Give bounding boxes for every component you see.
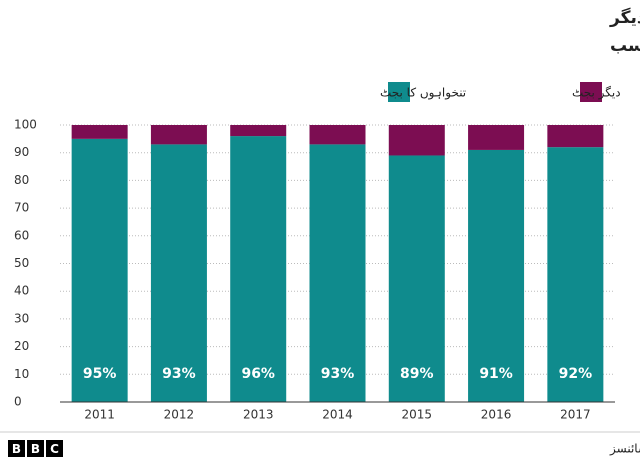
bar-segment: [547, 125, 604, 148]
data-label: 89%: [400, 366, 434, 382]
x-tick-label: 2011: [84, 408, 115, 422]
bar-segment: [547, 147, 604, 402]
x-tick-label: 2015: [402, 408, 433, 422]
x-tick-label: 2012: [164, 408, 195, 422]
legend-label: دیگر بجٹ: [572, 86, 621, 101]
bar-segment: [388, 155, 445, 402]
y-tick-label: 60: [14, 228, 29, 242]
y-tick-label: 20: [14, 339, 29, 353]
data-label: 96%: [241, 366, 275, 382]
logo-letter: B: [12, 442, 21, 456]
y-tick-label: 80: [14, 173, 29, 187]
chart-title: خیبر پختونخوا میں تعلیم کے کرنٹ بجٹ میں …: [609, 7, 640, 28]
y-tick-label: 50: [14, 256, 29, 270]
bar-segment: [468, 149, 525, 402]
y-tick-label: 70: [14, 201, 29, 215]
chart-title: اخراجات کا تناسب: [610, 36, 640, 56]
bar-segment: [150, 144, 207, 402]
y-tick-label: 90: [14, 145, 29, 159]
bar-segment: [230, 125, 287, 137]
bar-segment: [388, 125, 445, 156]
data-label: 95%: [83, 366, 117, 382]
x-tick-label: 2014: [322, 408, 353, 422]
y-tick-label: 0: [14, 395, 22, 409]
data-label: 93%: [321, 366, 355, 382]
legend-swatch: [580, 82, 602, 102]
legend-label: تنخواہوں کا بجٹ: [380, 86, 466, 101]
bar-segment: [309, 125, 366, 145]
logo-box: [27, 440, 44, 457]
y-tick-label: 40: [14, 284, 29, 298]
x-tick-label: 2013: [243, 408, 274, 422]
bar-segment: [71, 125, 128, 139]
bar-segment: [71, 138, 128, 402]
x-tick-label: 2017: [560, 408, 591, 422]
legend-swatch: [388, 82, 410, 102]
logo-letter: C: [50, 442, 59, 456]
y-tick-label: 10: [14, 367, 29, 381]
bar-segment: [309, 144, 366, 402]
y-tick-label: 100: [14, 118, 37, 132]
y-tick-label: 30: [14, 311, 29, 325]
logo-box: [8, 440, 25, 457]
x-tick-label: 2016: [481, 408, 512, 422]
logo-letter: B: [31, 442, 40, 456]
bar-segment: [150, 125, 207, 145]
data-label: 91%: [479, 366, 513, 382]
logo-box: [46, 440, 63, 457]
data-label: 92%: [559, 366, 593, 382]
data-label: 93%: [162, 366, 196, 382]
source: ذریعہ: انسٹیٹیوٹ آف سوشل اینڈ پالیسی سائ…: [609, 441, 640, 457]
bar-segment: [230, 136, 287, 402]
bar-segment: [468, 125, 525, 150]
